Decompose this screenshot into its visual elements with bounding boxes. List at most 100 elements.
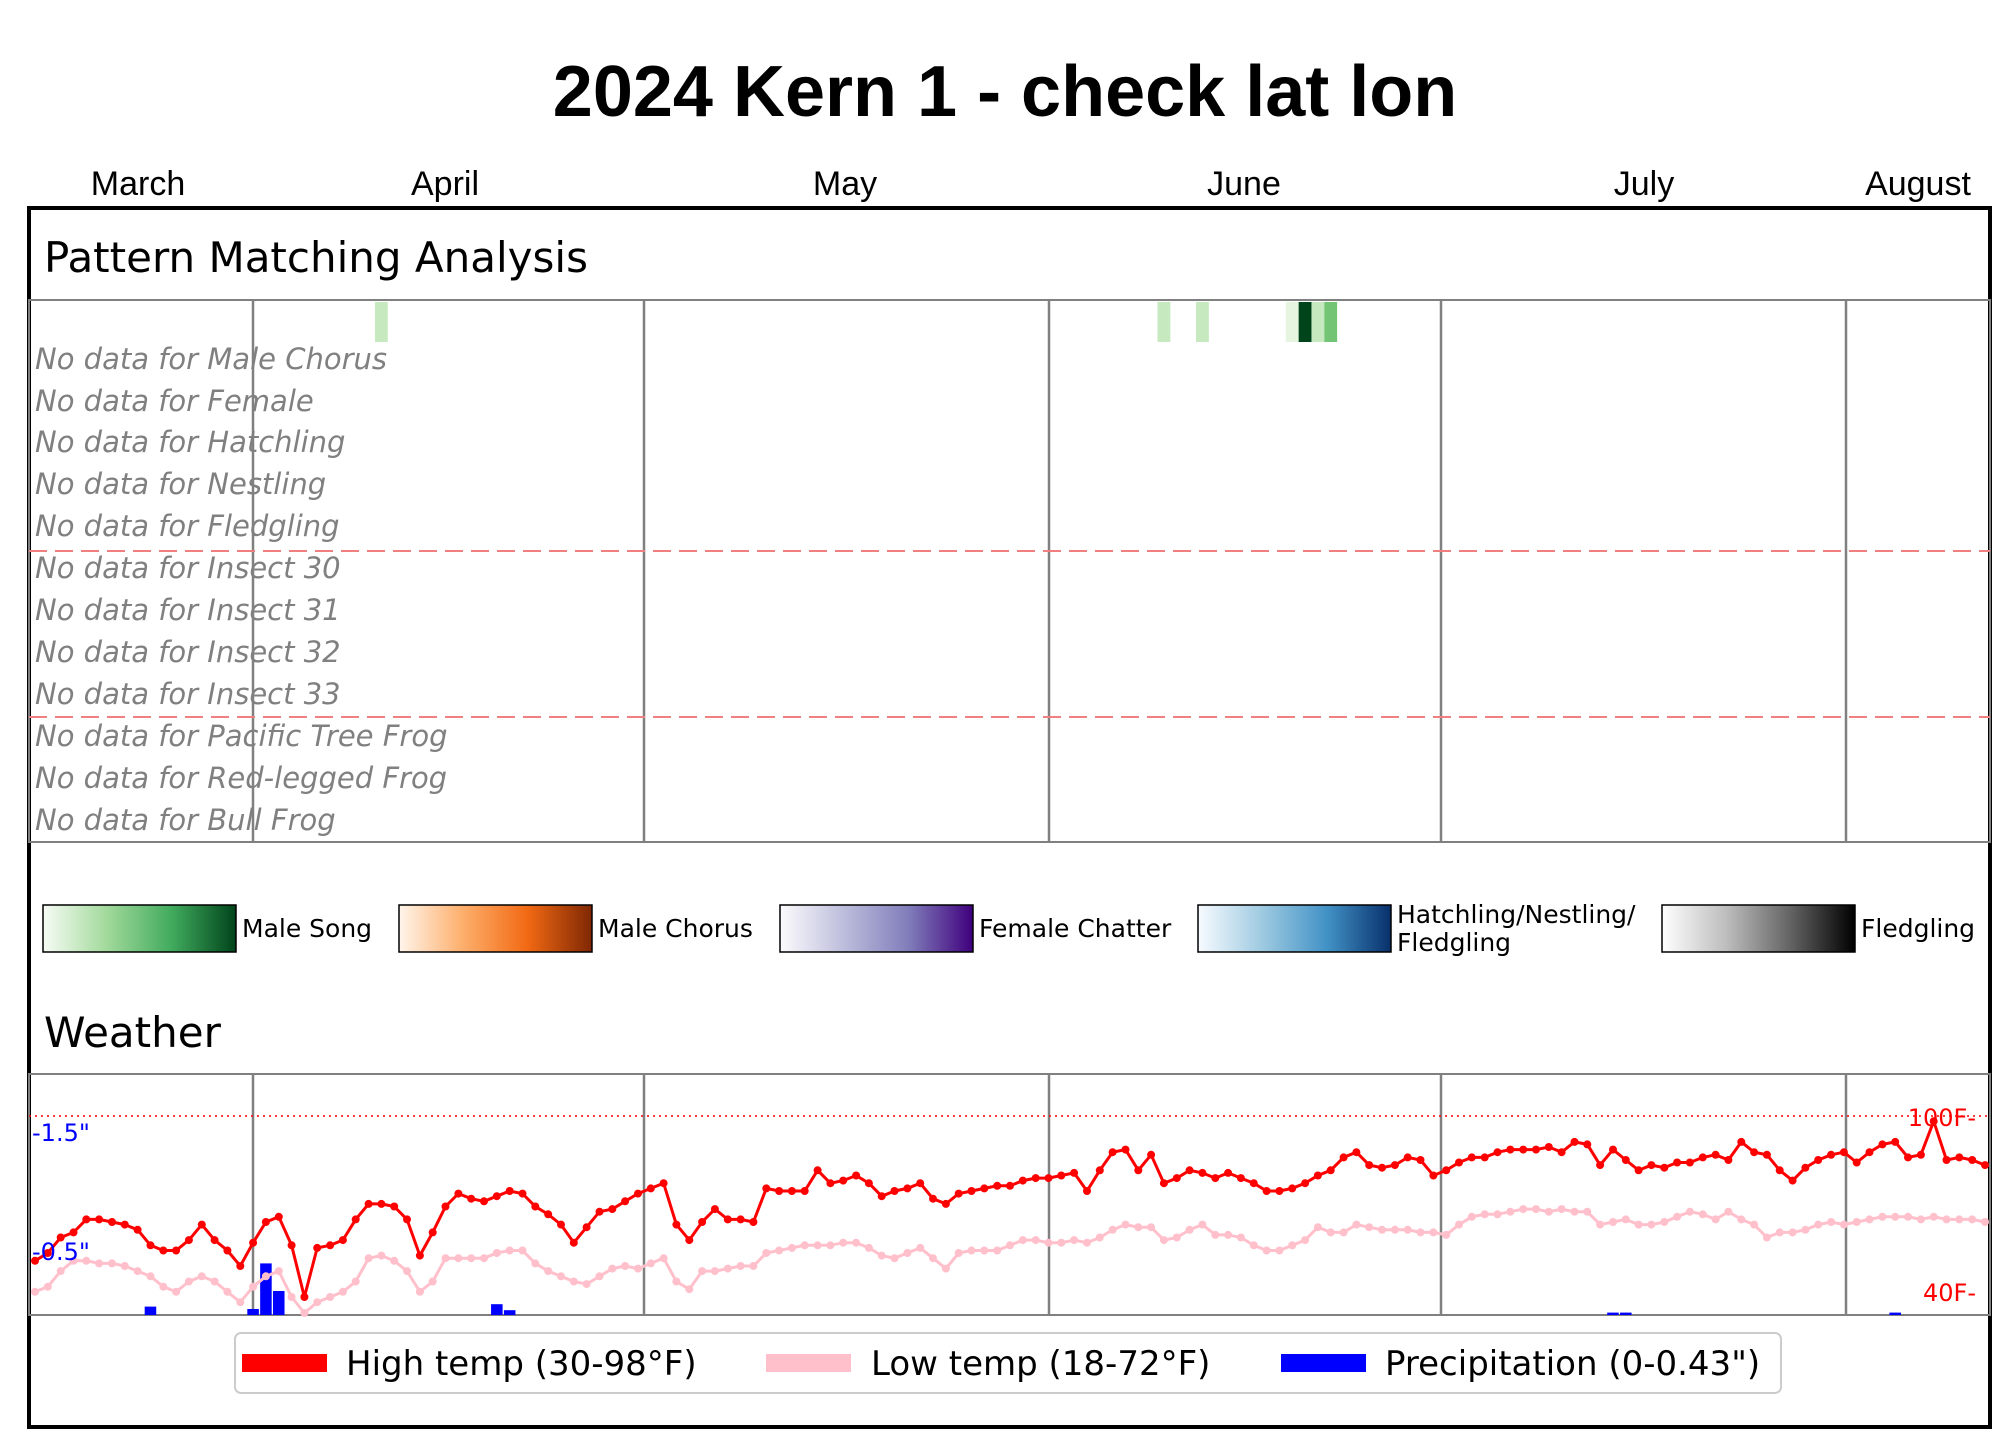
high-temp-point xyxy=(1493,1148,1502,1157)
high-temp-point xyxy=(993,1181,1002,1190)
low-temp-point xyxy=(518,1246,527,1255)
tick-marker: - xyxy=(1967,1279,1976,1307)
high-temp-point xyxy=(1044,1174,1053,1183)
low-temp-point xyxy=(1108,1225,1117,1234)
low-temp-point xyxy=(826,1241,835,1250)
high-temp-point xyxy=(184,1236,193,1245)
high-temp-point xyxy=(544,1210,553,1219)
low-temp-point xyxy=(1326,1228,1335,1237)
high-temp-point xyxy=(813,1166,822,1175)
colorbar-male-chorus: Male Chorus xyxy=(398,904,753,953)
high-temp-point xyxy=(1698,1153,1707,1162)
high-temp-point xyxy=(1685,1158,1694,1167)
high-temp-point xyxy=(1429,1171,1438,1180)
month-label-april: April xyxy=(411,165,479,203)
colorbar-legend: Male Song Male Chorus Female Chatter Hat… xyxy=(42,900,1975,957)
temp-tick-bottom: 40F- xyxy=(1923,1279,1976,1307)
high-temp-point xyxy=(608,1205,617,1214)
colorbar-hatchling-nestling-fledgling: Hatchling/Nestling/ Fledgling xyxy=(1197,900,1636,957)
chart-title: 2024 Kern 1 - check lat lon xyxy=(553,52,1457,132)
high-temp-point xyxy=(1159,1179,1168,1188)
low-temp-point xyxy=(544,1267,553,1276)
low-temp-point xyxy=(1532,1205,1540,1214)
low-temp-point xyxy=(595,1272,604,1281)
low-temp-point xyxy=(557,1272,565,1281)
high-temp-series xyxy=(31,1116,1989,1301)
low-temp-point xyxy=(1455,1220,1463,1229)
high-temp-point xyxy=(108,1218,116,1226)
high-temp-point xyxy=(210,1236,219,1245)
high-temp-point xyxy=(1467,1153,1476,1162)
colorbar-swatch xyxy=(398,904,593,953)
weather-legend: High temp (30-98°F) Low temp (18-72°F) P… xyxy=(234,1332,1782,1394)
low-temp-point xyxy=(1198,1220,1207,1229)
high-temp-point xyxy=(1673,1158,1682,1167)
low-temp-point xyxy=(813,1241,822,1250)
low-temp-point xyxy=(1339,1228,1348,1237)
low-temp-point xyxy=(223,1287,232,1296)
high-temp-point xyxy=(1737,1137,1746,1146)
low-temp-point xyxy=(82,1256,91,1265)
low-temp-point xyxy=(1352,1220,1361,1229)
low-temp-point xyxy=(787,1243,796,1252)
low-temp-point xyxy=(749,1262,758,1270)
precip-bar xyxy=(260,1263,272,1315)
high-temp-point xyxy=(1455,1158,1463,1167)
high-temp-point xyxy=(1557,1148,1566,1157)
low-temp-point xyxy=(1981,1218,1989,1226)
high-temp-point xyxy=(403,1215,411,1224)
low-temp-point xyxy=(1301,1236,1310,1245)
low-temp-point xyxy=(108,1259,116,1268)
high-temp-point xyxy=(441,1202,450,1211)
high-temp-point xyxy=(43,1249,52,1257)
low-temp-point xyxy=(351,1277,360,1286)
precip-bar xyxy=(1620,1312,1632,1315)
low-temp-point xyxy=(980,1246,989,1255)
high-temp-point xyxy=(1814,1156,1823,1164)
low-temp-point xyxy=(954,1249,963,1257)
low-temp-point xyxy=(1147,1223,1156,1232)
tick-marker: - xyxy=(1967,1104,1976,1132)
legend-swatch-precip xyxy=(1281,1354,1366,1372)
month-labels: March April May June July August xyxy=(91,165,1972,203)
high-temp-point xyxy=(1660,1163,1669,1172)
high-temp-point xyxy=(646,1184,655,1193)
low-temp-point xyxy=(1891,1212,1900,1221)
colorbar-label: Male Song xyxy=(242,914,372,943)
high-temp-point xyxy=(1416,1156,1425,1164)
high-temp-point xyxy=(261,1218,270,1226)
high-temp-point xyxy=(1172,1174,1181,1183)
high-temp-point xyxy=(133,1225,142,1234)
low-temp-point xyxy=(1480,1210,1489,1219)
high-temp-point xyxy=(1018,1176,1027,1185)
high-temp-point xyxy=(1827,1150,1836,1159)
low-temp-point xyxy=(775,1246,784,1255)
low-temp-point xyxy=(698,1267,707,1276)
high-temp-point xyxy=(505,1187,514,1195)
high-temp-point xyxy=(120,1220,129,1229)
no-data-row: No data for Insect 32 xyxy=(35,635,341,669)
low-temp-point xyxy=(1236,1233,1245,1242)
high-temp-point xyxy=(1057,1171,1066,1180)
high-temp-point xyxy=(454,1189,463,1198)
low-temp-point xyxy=(31,1287,39,1296)
low-temp-point xyxy=(800,1241,809,1250)
high-temp-point xyxy=(762,1184,771,1193)
weather-panel-title: Weather xyxy=(44,1008,222,1057)
low-temp-point xyxy=(120,1262,129,1270)
colorbar-fledgling: Fledgling xyxy=(1661,904,1975,953)
low-temp-point xyxy=(1416,1228,1425,1237)
high-temp-point xyxy=(634,1189,642,1198)
low-temp-point xyxy=(415,1287,424,1296)
high-temp-point xyxy=(1339,1153,1348,1162)
low-temp-point xyxy=(1660,1218,1669,1226)
low-temp-point xyxy=(1852,1218,1861,1226)
male-song-activity xyxy=(374,302,1338,342)
low-temp-point xyxy=(1070,1236,1079,1245)
male-song-cell xyxy=(1157,302,1171,342)
high-temp-point xyxy=(159,1246,168,1255)
low-temp-point xyxy=(941,1264,950,1273)
high-temp-point xyxy=(1506,1145,1515,1154)
low-temp-point xyxy=(1916,1215,1925,1224)
